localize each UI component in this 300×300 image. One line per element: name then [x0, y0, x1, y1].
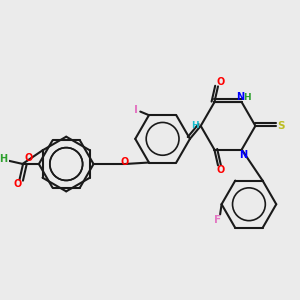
Text: O: O — [217, 165, 225, 175]
Text: H: H — [243, 93, 250, 102]
Text: N: N — [236, 92, 244, 102]
Text: F: F — [214, 215, 221, 225]
Text: N: N — [239, 150, 247, 160]
Text: H: H — [0, 154, 7, 164]
Text: I: I — [134, 105, 138, 115]
Text: O: O — [217, 77, 225, 87]
Text: O: O — [25, 153, 33, 163]
Text: O: O — [14, 179, 22, 189]
Text: S: S — [278, 121, 285, 131]
Text: H: H — [191, 121, 199, 130]
Text: O: O — [120, 157, 129, 167]
